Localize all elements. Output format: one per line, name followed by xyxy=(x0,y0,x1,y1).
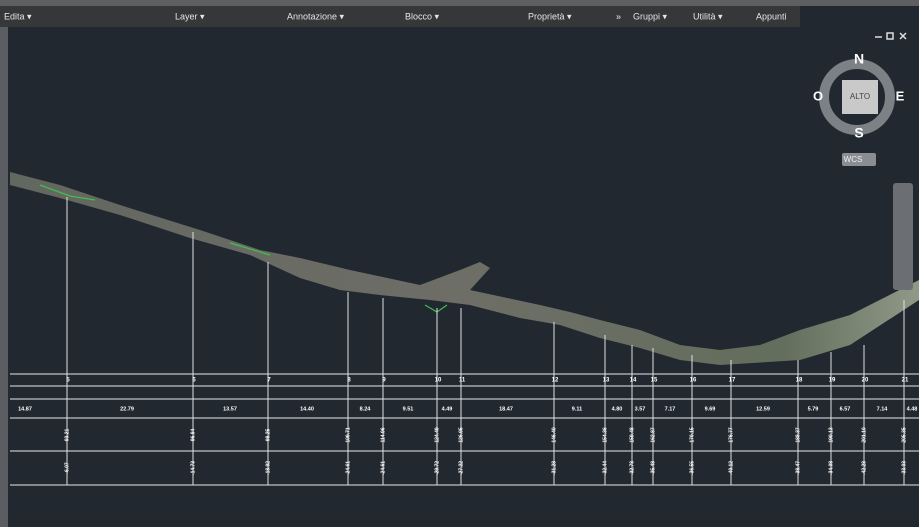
station-offset: -31.28 xyxy=(551,461,557,475)
ucs-menu[interactable]: WCS xyxy=(844,155,863,164)
station-distance: 7.14 xyxy=(877,406,889,412)
station-distance: 9.69 xyxy=(705,406,716,412)
window-controls[interactable] xyxy=(875,32,907,40)
station-number: 7 xyxy=(267,378,271,384)
station-distance: 4.80 xyxy=(612,406,623,412)
ribbon-panel[interactable]: Appunti xyxy=(756,11,787,21)
station-elevation: 98.25 xyxy=(265,429,271,442)
ribbon-panel[interactable]: » xyxy=(616,11,621,21)
station-number: 8 xyxy=(347,378,351,384)
station-distance: 5.79 xyxy=(808,406,819,412)
station-number: 18 xyxy=(796,378,803,384)
station-elevation: 170.15 xyxy=(689,427,695,443)
ribbon-bar xyxy=(0,6,800,27)
station-distance: 14.40 xyxy=(300,406,314,412)
profile-line xyxy=(229,242,271,256)
ribbon-empty xyxy=(800,6,919,27)
station-number: 14 xyxy=(630,378,637,384)
ribbon-panel[interactable]: Edita ▾ xyxy=(4,11,32,21)
station-distance: 3.57 xyxy=(635,406,646,412)
station-elevation: 205.35 xyxy=(901,427,907,443)
viewcube[interactable]: ALTO N S E O WCS xyxy=(813,51,905,166)
station-number: 17 xyxy=(729,378,736,384)
station-number: 12 xyxy=(552,378,559,384)
station-number: 21 xyxy=(902,378,909,384)
compass-east: E xyxy=(896,88,905,103)
station-distance: 4.49 xyxy=(442,406,453,412)
station-number: 13 xyxy=(603,378,610,384)
station-elevation: 159.48 xyxy=(629,427,635,443)
station-offset: -38.47 xyxy=(795,461,801,475)
profile-table xyxy=(10,373,919,486)
station-offset: -32.78 xyxy=(629,461,635,475)
station-offset: -24.61 xyxy=(345,461,351,475)
station-offset: -27.22 xyxy=(458,461,464,475)
station-distance: 14.87 xyxy=(18,406,32,412)
station-elevation: 93.21 xyxy=(64,429,70,442)
ribbon-panel[interactable]: Annotazione ▾ xyxy=(287,11,345,21)
station-distance: 18.47 xyxy=(499,406,513,412)
station-distance: 7.17 xyxy=(665,406,676,412)
station-elevation: 154.36 xyxy=(602,427,608,443)
station-elevation: 146.40 xyxy=(551,427,557,443)
station-elevation: 162.87 xyxy=(650,427,656,443)
station-number: 6 xyxy=(192,378,196,384)
station-number: 10 xyxy=(435,378,442,384)
station-offset: -42.28 xyxy=(861,461,867,475)
scrollbar[interactable] xyxy=(893,183,913,290)
compass-south: S xyxy=(854,125,863,141)
station-offset: -34.08 xyxy=(828,461,834,475)
station-offset: -24.61 xyxy=(380,461,386,475)
station-offset: -14.73 xyxy=(190,461,196,475)
station-elevation: 190.13 xyxy=(828,427,834,443)
ribbon-panel[interactable]: Gruppi ▾ xyxy=(633,11,668,21)
compass-north: N xyxy=(854,51,864,67)
station-elevation: 109.71 xyxy=(345,427,351,443)
station-elevation: 96.84 xyxy=(190,429,196,442)
station-number: 11 xyxy=(459,378,466,384)
ribbon-panel[interactable]: Utilità ▾ xyxy=(693,11,723,21)
station-offset: -33.03 xyxy=(901,461,907,475)
station-offset: -35.48 xyxy=(650,461,656,475)
station-distance: 8.24 xyxy=(360,406,372,412)
station-number: 20 xyxy=(862,378,869,384)
station-distance: 4.48 xyxy=(907,406,918,412)
station-distance: 9.11 xyxy=(572,406,582,412)
viewcube-face[interactable]: ALTO xyxy=(850,92,870,101)
station-number: 19 xyxy=(829,378,836,384)
station-distance: 9.51 xyxy=(403,406,414,412)
station-offset: -29.72 xyxy=(434,461,440,475)
title-strip xyxy=(0,0,919,6)
point-cloud-terrain xyxy=(10,172,919,365)
profile-line xyxy=(39,184,96,201)
station-offset: -36.55 xyxy=(689,461,695,475)
station-number: 9 xyxy=(382,378,386,384)
station-distance: 13.57 xyxy=(223,406,237,412)
compass-west: O xyxy=(813,88,823,103)
station-number: 16 xyxy=(690,378,697,384)
ribbon-panel[interactable]: Layer ▾ xyxy=(175,11,205,21)
station-elevation: 188.37 xyxy=(795,427,801,443)
station-number: 15 xyxy=(651,378,658,384)
station-elevation: 176.77 xyxy=(728,427,734,443)
station-number: 5 xyxy=(66,378,70,384)
side-palette xyxy=(0,27,8,527)
ribbon-panel[interactable]: Blocco ▾ xyxy=(405,11,440,21)
ribbon-panel[interactable]: Proprietà ▾ xyxy=(528,11,572,21)
station-distance: 6.57 xyxy=(840,406,851,412)
station-elevation: 201.10 xyxy=(861,427,867,443)
station-elevation: 126.95 xyxy=(458,427,464,443)
station-elevation: 114.96 xyxy=(380,427,386,442)
station-offset: -40.12 xyxy=(728,461,734,475)
station-offset: -6.07 xyxy=(64,462,70,474)
station-offset: -32.44 xyxy=(602,461,608,475)
station-distance: 12.59 xyxy=(756,406,770,412)
station-distance: 22.79 xyxy=(120,406,134,412)
station-elevation: 124.49 xyxy=(434,427,440,443)
station-offset: -18.92 xyxy=(265,461,271,475)
